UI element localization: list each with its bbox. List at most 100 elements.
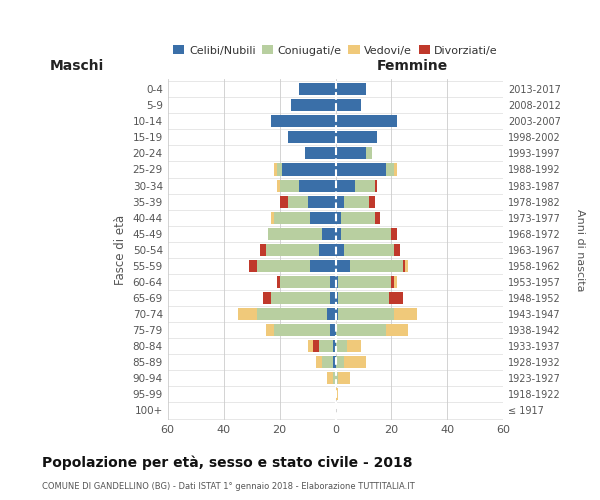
Bar [391,228,397,240]
Bar [374,180,377,192]
Bar [266,244,319,256]
Bar [299,83,335,95]
Bar [268,228,322,240]
Legend: Celibi/Nubili, Coniugati/e, Vedovi/e, Divorziati/e: Celibi/Nubili, Coniugati/e, Vedovi/e, Di… [169,41,502,60]
Bar [263,292,271,304]
Bar [319,244,335,256]
Bar [335,164,386,175]
Bar [335,148,366,160]
Bar [391,228,394,240]
Bar [280,180,299,192]
Bar [277,180,280,192]
Bar [341,228,391,240]
Bar [347,340,361,352]
Bar [335,115,397,128]
Bar [322,356,333,368]
Bar [277,276,280,288]
Bar [394,164,397,175]
Bar [333,340,335,352]
Bar [394,308,416,320]
Bar [322,228,335,240]
Bar [268,292,271,304]
Bar [335,196,344,207]
Bar [257,260,310,272]
Text: Popolazione per età, sesso e stato civile - 2018: Popolazione per età, sesso e stato civil… [42,456,413,470]
Bar [335,388,338,400]
Bar [394,244,400,256]
Bar [330,292,335,304]
Bar [288,196,308,207]
Bar [389,292,397,304]
Bar [238,308,257,320]
Bar [280,276,330,288]
Bar [254,260,257,272]
Bar [394,244,400,256]
Bar [386,164,394,175]
Bar [271,212,274,224]
Bar [369,196,374,207]
Bar [335,99,361,111]
Bar [335,212,341,224]
Bar [274,164,277,175]
Bar [274,212,310,224]
Bar [335,276,338,288]
Bar [335,132,377,143]
Bar [330,276,335,288]
Bar [260,244,266,256]
Bar [391,276,397,288]
Y-axis label: Anni di nascita: Anni di nascita [575,208,585,291]
Bar [338,276,391,288]
Bar [271,292,330,304]
Bar [335,292,338,304]
Bar [391,276,394,288]
Text: Femmine: Femmine [377,59,448,73]
Bar [366,148,372,160]
Bar [335,228,341,240]
Bar [277,276,280,288]
Bar [310,260,335,272]
Bar [319,340,333,352]
Bar [266,324,274,336]
Bar [333,356,335,368]
Bar [288,132,335,143]
Bar [299,180,335,192]
Bar [341,212,374,224]
Bar [386,324,408,336]
Bar [333,372,335,384]
Bar [277,164,283,175]
Bar [338,292,389,304]
Bar [335,324,386,336]
Bar [257,308,327,320]
Bar [344,196,369,207]
Bar [280,196,288,207]
Bar [338,308,394,320]
Bar [389,292,403,304]
Bar [374,212,380,224]
Bar [291,99,335,111]
Bar [308,196,335,207]
Bar [335,372,338,384]
Text: Maschi: Maschi [50,59,104,73]
Bar [335,356,344,368]
Bar [350,260,403,272]
Bar [344,356,366,368]
Bar [316,356,322,368]
Bar [274,324,330,336]
Bar [271,115,335,128]
Bar [313,340,319,352]
Bar [283,164,335,175]
Bar [327,308,335,320]
Bar [344,244,394,256]
Bar [335,83,366,95]
Bar [310,212,335,224]
Bar [305,148,335,160]
Text: COMUNE DI GANDELLINO (BG) - Dati ISTAT 1° gennaio 2018 - Elaborazione TUTTITALIA: COMUNE DI GANDELLINO (BG) - Dati ISTAT 1… [42,482,415,491]
Bar [335,308,338,320]
Bar [335,340,347,352]
Bar [330,324,335,336]
Bar [374,180,377,192]
Bar [335,180,355,192]
Bar [335,260,350,272]
Bar [403,260,408,272]
Bar [327,372,333,384]
